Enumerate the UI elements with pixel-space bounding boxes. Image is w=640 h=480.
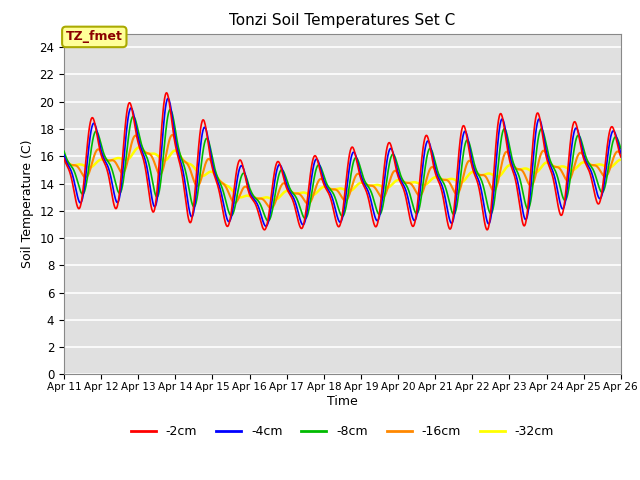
-4cm [502, 132, 510, 138]
-32cm [552, 164, 559, 170]
-8cm [166, 107, 174, 112]
-16cm [171, 135, 179, 141]
-2cm [60, 156, 68, 162]
-8cm [171, 123, 179, 129]
Line: -4cm: -4cm [64, 98, 621, 226]
-8cm [60, 148, 68, 154]
-8cm [552, 168, 559, 174]
Legend: -2cm, -4cm, -8cm, -16cm, -32cm: -2cm, -4cm, -8cm, -16cm, -32cm [125, 420, 559, 443]
-2cm [429, 161, 437, 167]
-16cm [552, 164, 559, 170]
Y-axis label: Soil Temperature (C): Soil Temperature (C) [20, 140, 34, 268]
-32cm [617, 156, 625, 162]
-4cm [429, 158, 437, 164]
-4cm [617, 151, 625, 156]
-32cm [429, 175, 437, 181]
-4cm [184, 201, 192, 207]
-16cm [617, 151, 625, 157]
-2cm [163, 90, 170, 96]
-8cm [264, 218, 272, 224]
-16cm [267, 205, 275, 211]
-4cm [171, 131, 179, 137]
-32cm [171, 148, 179, 154]
-16cm [429, 165, 437, 170]
-32cm [246, 193, 254, 199]
-4cm [246, 191, 254, 197]
-32cm [184, 160, 192, 166]
-32cm [134, 144, 142, 150]
Line: -2cm: -2cm [64, 93, 621, 230]
-4cm [60, 152, 68, 158]
-2cm [171, 138, 179, 144]
-8cm [429, 153, 437, 158]
-16cm [60, 154, 68, 159]
-8cm [502, 129, 510, 135]
-8cm [246, 187, 254, 193]
-32cm [502, 165, 510, 170]
Line: -32cm: -32cm [64, 147, 621, 200]
-2cm [502, 139, 510, 144]
-2cm [246, 193, 254, 199]
-8cm [184, 181, 192, 187]
Text: TZ_fmet: TZ_fmet [66, 30, 123, 43]
-16cm [246, 190, 254, 196]
-4cm [262, 223, 270, 229]
-16cm [502, 149, 510, 155]
-16cm [184, 162, 192, 168]
-2cm [184, 215, 192, 220]
-4cm [552, 177, 559, 183]
-4cm [164, 96, 172, 101]
X-axis label: Time: Time [327, 395, 358, 408]
Title: Tonzi Soil Temperatures Set C: Tonzi Soil Temperatures Set C [229, 13, 456, 28]
-2cm [483, 227, 491, 233]
-32cm [60, 159, 68, 165]
-16cm [168, 132, 176, 138]
-2cm [552, 187, 559, 193]
Line: -8cm: -8cm [64, 109, 621, 221]
Line: -16cm: -16cm [64, 135, 621, 208]
-32cm [271, 197, 278, 203]
-8cm [617, 145, 625, 151]
-2cm [617, 154, 625, 160]
